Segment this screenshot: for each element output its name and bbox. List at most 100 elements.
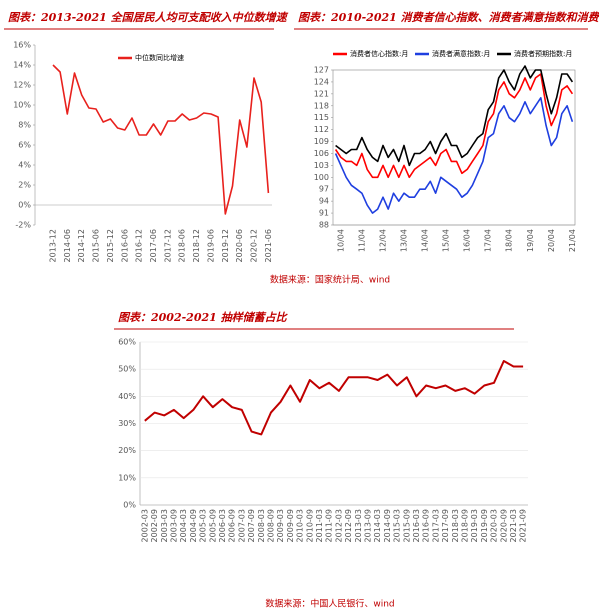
y-tick-label: 118 — [314, 101, 329, 110]
x-tick-label: 2012-03 — [334, 509, 343, 542]
x-tick-label: 2019-09 — [480, 509, 489, 542]
x-tick-label: 2014-09 — [383, 509, 392, 542]
y-tick-label: 112 — [314, 125, 329, 134]
y-tick-label: 91 — [319, 209, 329, 218]
x-tick-label: 10/04 — [336, 229, 345, 252]
y-tick-label: 10% — [13, 101, 31, 110]
x-tick-label: 2014-06 — [63, 229, 72, 262]
x-tick-label: 2011-03 — [315, 509, 324, 542]
y-tick-label: 121 — [314, 89, 329, 98]
x-tick-label: 2013-03 — [354, 509, 363, 542]
x-tick-label: 19/04 — [526, 229, 535, 252]
x-tick-label: 2015-06 — [92, 229, 101, 262]
data-line — [334, 73, 574, 179]
x-tick-label: 2010-03 — [296, 509, 305, 542]
y-tick-label: -2% — [15, 221, 31, 230]
y-tick-label: 12% — [13, 81, 31, 90]
legend-label: 中位数同比增速 — [135, 53, 184, 62]
y-tick-label: 124 — [314, 77, 329, 86]
chart-title: 图表：2002-2021 抽样储蓄占比 — [118, 311, 289, 324]
x-tick-label: 2014-12 — [77, 229, 86, 262]
x-tick-label: 2016-06 — [120, 229, 129, 262]
y-tick-label: 88 — [319, 221, 329, 230]
y-tick-label: 0% — [18, 201, 31, 210]
x-tick-label: 13/04 — [400, 229, 409, 252]
x-tick-label: 2020-06 — [235, 229, 244, 262]
x-tick-label: 18/04 — [505, 229, 514, 252]
x-tick-label: 2017-12 — [163, 229, 172, 262]
y-tick-label: 50% — [118, 365, 136, 374]
x-tick-label: 2016-09 — [422, 509, 431, 542]
y-tick-label: 14% — [13, 61, 31, 70]
x-tick-label: 21/04 — [568, 229, 577, 252]
x-tick-label: 2021-03 — [509, 509, 518, 542]
x-tick-label: 2002-03 — [140, 509, 149, 542]
x-tick-label: 2009-03 — [276, 509, 285, 542]
x-tick-label: 2015-03 — [393, 509, 402, 542]
x-tick-label: 2006-09 — [228, 509, 237, 542]
y-tick-label: 2% — [18, 181, 31, 190]
x-tick-label: 2008-09 — [266, 509, 275, 542]
x-tick-label: 2007-09 — [247, 509, 256, 542]
y-tick-label: 60% — [118, 338, 136, 347]
x-tick-label: 2018-03 — [451, 509, 460, 542]
x-tick-label: 2017-06 — [149, 229, 158, 262]
chart-title: 图表：2013-2021 全国居民人均可支配收入中位数增速 — [8, 11, 289, 24]
data-line — [335, 65, 574, 167]
x-tick-label: 2016-12 — [135, 229, 144, 262]
x-tick-label: 2004-09 — [189, 509, 198, 542]
y-tick-label: 109 — [314, 137, 329, 146]
x-tick-label: 2015-09 — [402, 509, 411, 542]
y-tick-label: 127 — [314, 66, 329, 75]
y-tick-label: 4% — [18, 161, 31, 170]
x-tick-label: 2005-09 — [208, 509, 217, 542]
data-line — [144, 360, 524, 436]
x-tick-label: 17/04 — [484, 229, 493, 252]
y-tick-label: 106 — [314, 149, 329, 158]
x-tick-label: 2019-12 — [221, 229, 230, 262]
x-tick-label: 2008-03 — [257, 509, 266, 542]
data-line — [52, 64, 270, 215]
y-tick-label: 40% — [118, 392, 136, 401]
legend-label: 消费者满意指数:月 — [432, 49, 490, 58]
x-tick-label: 2017-03 — [431, 509, 440, 542]
x-tick-label: 2020-09 — [499, 509, 508, 542]
legend-label: 消费者信心指数:月 — [350, 49, 408, 58]
y-tick-label: 0% — [123, 501, 136, 510]
x-tick-label: 2003-03 — [160, 509, 169, 542]
x-tick-label: 2015-12 — [106, 229, 115, 262]
legend-label: 消费者预期指数:月 — [514, 49, 572, 58]
x-tick-label: 2016-03 — [412, 509, 421, 542]
x-tick-label: 12/04 — [378, 229, 387, 252]
x-tick-label: 2011-09 — [325, 509, 334, 542]
y-tick-label: 10% — [118, 473, 136, 482]
y-tick-label: 97 — [319, 185, 329, 194]
y-tick-label: 103 — [314, 161, 329, 170]
x-tick-label: 2020-03 — [490, 509, 499, 542]
x-tick-label: 2013-09 — [363, 509, 372, 542]
x-tick-label: 20/04 — [547, 229, 556, 252]
y-tick-label: 30% — [118, 419, 136, 428]
x-tick-label: 2020-12 — [250, 229, 259, 262]
x-tick-label: 15/04 — [442, 229, 451, 252]
x-tick-label: 2018-06 — [178, 229, 187, 262]
y-tick-label: 8% — [18, 121, 31, 130]
x-tick-label: 2013-12 — [48, 229, 57, 262]
y-tick-label: 100 — [314, 173, 329, 182]
x-tick-label: 2019-03 — [470, 509, 479, 542]
x-tick-label: 2004-03 — [179, 509, 188, 542]
y-tick-label: 16% — [13, 41, 31, 50]
x-tick-label: 2021-06 — [264, 229, 273, 262]
x-tick-label: 2007-03 — [237, 509, 246, 542]
source-note: 数据来源：国家统计局、wind — [270, 274, 390, 286]
x-tick-label: 14/04 — [421, 229, 430, 252]
x-tick-label: 2018-12 — [192, 229, 201, 262]
x-tick-label: 2021-09 — [519, 509, 528, 542]
x-tick-label: 2018-09 — [460, 509, 469, 542]
x-tick-label: 2005-03 — [199, 509, 208, 542]
y-tick-label: 94 — [319, 197, 329, 206]
x-tick-label: 2010-09 — [305, 509, 314, 542]
x-tick-label: 2017-09 — [441, 509, 450, 542]
y-tick-label: 6% — [18, 141, 31, 150]
